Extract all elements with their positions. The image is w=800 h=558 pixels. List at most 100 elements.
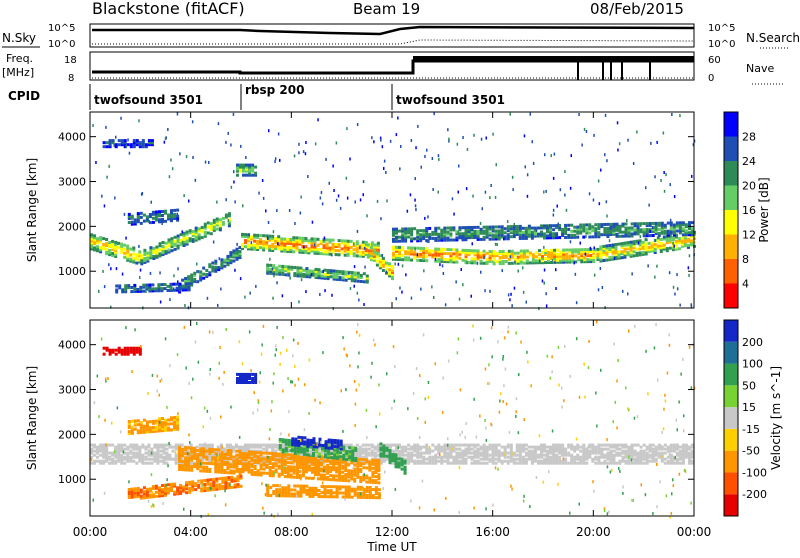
heatmap-cell [579, 450, 582, 453]
heatmap-cell [315, 142, 317, 145]
heatmap-cell [105, 238, 108, 241]
heatmap-cell [544, 282, 546, 285]
heatmap-cell [588, 223, 591, 226]
heatmap-cell [667, 446, 670, 449]
heatmap-cell [605, 259, 608, 262]
heatmap-cell [603, 223, 606, 226]
heatmap-cell [140, 495, 143, 498]
heatmap-cell [93, 460, 96, 463]
heatmap-cell [399, 287, 401, 290]
heatmap-cell [202, 277, 205, 280]
heatmap-cell [146, 488, 149, 491]
heatmap-cell [192, 120, 194, 123]
heatmap-cell [129, 456, 132, 459]
heatmap-cell [181, 279, 184, 282]
heatmap-cell [570, 240, 572, 243]
heatmap-cell [510, 113, 512, 116]
heatmap-cell [256, 444, 259, 447]
heatmap-cell [386, 444, 389, 447]
heatmap-cell [274, 237, 277, 240]
heatmap-cell [152, 485, 155, 488]
heatmap-cell [245, 164, 248, 167]
heatmap-cell [552, 444, 555, 447]
heatmap-cell [382, 269, 385, 272]
heatmap-cell [153, 444, 156, 447]
heatmap-cell [211, 456, 214, 459]
heatmap-cell [553, 249, 556, 252]
heatmap-cell [578, 113, 580, 116]
heatmap-cell [325, 158, 327, 161]
heatmap-cell [410, 247, 413, 250]
heatmap-cell [510, 235, 513, 238]
heatmap-cell [446, 227, 449, 230]
heatmap-cell [232, 260, 235, 263]
heatmap-cell [254, 166, 257, 169]
heatmap-cell [204, 223, 207, 226]
heatmap-cell [298, 143, 300, 146]
heatmap-cell [402, 264, 404, 267]
heatmap-cell [115, 285, 118, 288]
heatmap-cell [508, 258, 511, 261]
heatmap-cell [335, 466, 338, 469]
heatmap-cell [468, 226, 471, 229]
colorbar-tick-label: 12 [742, 229, 756, 242]
heatmap-cell [419, 460, 422, 463]
heatmap-cell [145, 290, 147, 293]
heatmap-cell [218, 477, 221, 480]
heatmap-cell [144, 462, 147, 465]
heatmap-cell [567, 462, 570, 465]
heatmap-cell [658, 222, 661, 225]
heatmap-cell [223, 461, 226, 464]
heatmap-cell [565, 253, 568, 256]
heatmap-cell [228, 212, 231, 215]
heatmap-cell [527, 173, 529, 176]
heatmap-cell [241, 233, 244, 236]
heatmap-cell [546, 450, 549, 453]
heatmap-cell [564, 448, 567, 451]
heatmap-cell [564, 236, 567, 239]
heatmap-cell [331, 253, 333, 256]
heatmap-cell [140, 254, 143, 257]
heatmap-cell [603, 454, 606, 457]
heatmap-cell [275, 468, 278, 471]
heatmap-cell [582, 236, 585, 239]
heatmap-cell [415, 204, 417, 207]
heatmap-cell [239, 164, 242, 167]
heatmap-cell [213, 241, 215, 244]
heatmap-cell [510, 225, 513, 228]
heatmap-cell [311, 467, 314, 470]
heatmap-cell [151, 139, 154, 142]
heatmap-cell [307, 239, 310, 242]
heatmap-cell [649, 234, 652, 237]
heatmap-cell [269, 264, 272, 267]
heatmap-cell [392, 238, 395, 241]
heatmap-cell [372, 494, 375, 497]
heatmap-cell [636, 252, 639, 255]
heatmap-cell [424, 217, 426, 220]
heatmap-cell [111, 452, 114, 455]
heatmap-cell [386, 271, 388, 274]
heatmap-cell [278, 265, 281, 268]
heatmap-cell [131, 488, 134, 491]
heatmap-cell [172, 458, 175, 461]
heatmap-cell [443, 227, 446, 230]
heatmap-cell [140, 212, 143, 215]
heatmap-cell [606, 200, 608, 203]
heatmap-cell [161, 484, 164, 487]
heatmap-cell [537, 234, 539, 237]
heatmap-cell [398, 450, 401, 453]
colorbar-tick-label: 16 [742, 204, 756, 217]
heatmap-cell [350, 444, 353, 447]
heatmap-cell [422, 456, 425, 459]
heatmap-cell [446, 258, 449, 261]
heatmap-cell [244, 245, 247, 248]
heatmap-cell [554, 153, 556, 156]
heatmap-cell [207, 232, 210, 235]
heatmap-cell [517, 252, 520, 255]
heatmap-cell [218, 122, 220, 125]
heatmap-cell [129, 450, 132, 453]
heatmap-cell [425, 458, 428, 461]
heatmap-cell [224, 477, 227, 480]
heatmap-cell [155, 491, 158, 494]
heatmap-cell [305, 456, 308, 459]
